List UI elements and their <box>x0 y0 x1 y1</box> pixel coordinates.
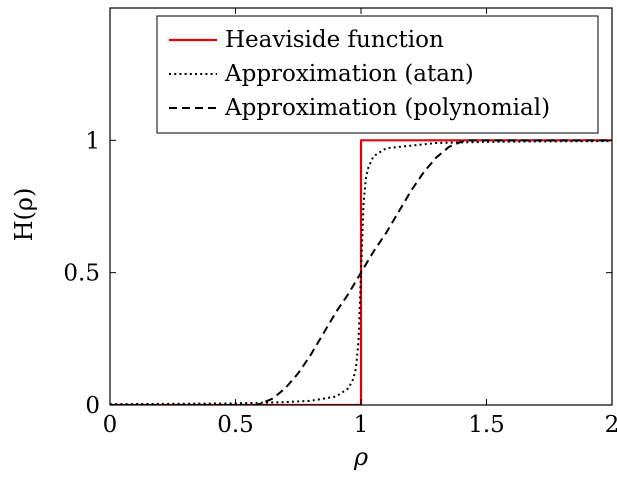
x-tick-label: 1 <box>354 412 369 438</box>
legend-box <box>156 15 599 134</box>
series-line-2 <box>110 139 612 405</box>
x-tick-label: 0.5 <box>217 412 254 438</box>
x-axis-label: ρ <box>353 443 368 471</box>
series-layer <box>110 139 612 405</box>
y-tick-label: 0.5 <box>63 261 100 287</box>
legend-label-0: Heaviside function <box>225 27 444 53</box>
x-tick-label: 1.5 <box>468 412 505 438</box>
x-tick-label: 0 <box>103 412 118 438</box>
x-tick-label: 2 <box>605 412 617 438</box>
y-tick-label: 0 <box>85 393 100 419</box>
legend-label-2: Approximation (polynomial) <box>224 95 550 121</box>
legend: Heaviside function Approximation (atan) Ap… <box>156 15 599 134</box>
y-axis-label: H(ρ) <box>10 188 38 242</box>
ticks-layer: 0 0.5 1 1.5 2 0 0.5 1 <box>63 8 617 438</box>
y-tick-label: 1 <box>85 128 100 154</box>
legend-label-1: Approximation (atan) <box>224 61 474 87</box>
